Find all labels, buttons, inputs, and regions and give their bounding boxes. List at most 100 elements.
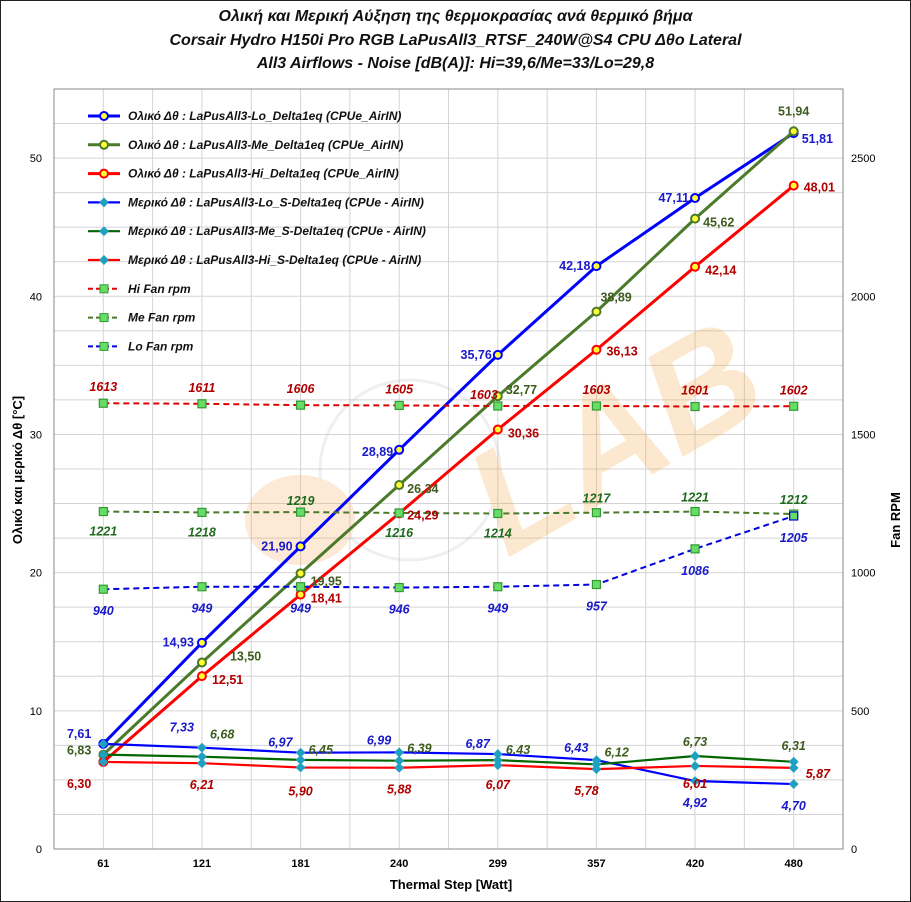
y2-tick-label: 2000	[851, 291, 875, 303]
data-label: 6,21	[190, 778, 214, 792]
data-label: 1214	[484, 526, 512, 540]
data-label: 6,83	[67, 744, 91, 758]
data-point-circle	[295, 541, 306, 552]
data-label: 1218	[188, 525, 216, 539]
series-line-0	[102, 131, 795, 745]
data-point-square	[591, 579, 602, 590]
data-label: 4,92	[682, 796, 707, 810]
data-point-diamond	[591, 764, 602, 775]
data-label: 1221	[681, 491, 709, 505]
data-point-diamond	[394, 747, 405, 758]
data-label: 1605	[385, 382, 414, 396]
data-label: 30,36	[508, 426, 539, 440]
series-line-3	[103, 742, 794, 786]
data-label: 6,39	[407, 742, 431, 756]
legend-entry-label: Hi Fan rpm	[128, 282, 191, 296]
data-point-diamond	[492, 755, 503, 766]
x-tick-label: 420	[686, 858, 704, 870]
data-label: 28,89	[362, 445, 393, 459]
data-label: 51,81	[802, 132, 833, 146]
data-point-square	[197, 507, 207, 517]
data-point-diamond	[98, 749, 109, 760]
data-label: 12,51	[212, 673, 243, 687]
data-label: 35,76	[461, 348, 492, 362]
data-point-diamond	[492, 760, 503, 771]
data-label: 6,99	[367, 733, 391, 747]
data-label: 51,94	[778, 104, 809, 118]
data-label: 24,29	[407, 508, 438, 522]
legend-entry-label: Ολικό Δθ : LaPusAll3-Me_Delta1eq (CPUe_A…	[128, 138, 403, 152]
data-point-square	[394, 400, 404, 411]
series-line-5	[103, 760, 794, 771]
data-point-square	[591, 401, 602, 411]
legend-marker	[99, 341, 109, 351]
data-point-square	[690, 506, 700, 517]
data-label: 6,01	[683, 777, 707, 791]
data-label: 14,93	[163, 636, 194, 650]
x-tick-label: 61	[97, 858, 109, 870]
data-label: 6,30	[67, 777, 91, 791]
data-point-square	[789, 511, 799, 521]
data-label: 1219	[287, 494, 315, 508]
data-label: 5,90	[288, 784, 312, 798]
legend-marker	[99, 197, 109, 208]
plot-area-border	[53, 88, 844, 850]
data-point-circle	[591, 344, 602, 355]
chart-title-line-1: Ολική και Μερική Αύξηση της θερμοκρασίας…	[218, 8, 693, 25]
data-point-square	[98, 506, 108, 517]
x-tick-label: 181	[291, 858, 309, 870]
chart-title-line-2: Corsair Hydro H150i Pro RGB LaPusAll3_RT…	[169, 32, 742, 49]
data-point-square	[98, 584, 108, 594]
legend-entry-label: Lo Fan rpm	[128, 339, 194, 353]
legend-marker	[99, 255, 109, 265]
data-label: 1217	[583, 492, 612, 506]
data-point-diamond	[98, 756, 109, 767]
data-label: 1601	[681, 384, 709, 398]
data-point-square	[493, 582, 503, 592]
series-line-2	[102, 184, 795, 764]
data-label: 36,13	[606, 345, 637, 359]
data-label: 6,45	[309, 743, 334, 757]
data-label: 1602	[780, 383, 808, 397]
legend-marker	[99, 284, 109, 294]
data-label: 7,61	[67, 727, 91, 741]
data-point-circle	[295, 589, 306, 600]
legend-entry-label: Ολικό Δθ : LaPusAll3-Lo_Delta1eq (CPUe_A…	[128, 109, 401, 123]
data-point-square	[295, 400, 306, 410]
data-point-square	[394, 582, 404, 593]
data-label: 6,07	[486, 778, 511, 792]
series-line-6	[103, 402, 794, 408]
data-label: 6,87	[465, 737, 490, 751]
data-label: 19,95	[311, 574, 342, 588]
x-axis-title: Thermal Step [Watt]	[390, 877, 512, 892]
series-layer	[98, 126, 799, 790]
data-label: 6,43	[564, 741, 588, 755]
data-label: 1216	[385, 526, 414, 540]
data-point-square	[493, 508, 503, 519]
legend-entry-label: Μερικό Δθ : LaPusAll3-Hi_S-Delta1eq (CPU…	[128, 253, 421, 267]
data-point-circle	[591, 261, 602, 272]
legend-marker	[99, 226, 109, 237]
data-point-circle	[394, 444, 405, 455]
data-point-diamond	[690, 761, 701, 771]
legend-entry-label: Μερικό Δθ : LaPusAll3-Lo_S-Delta1eq (CPU…	[128, 195, 424, 209]
data-point-square	[295, 507, 306, 517]
data-label: 940	[93, 604, 114, 618]
legend: Ολικό Δθ : LaPusAll3-Lo_Delta1eq (CPUe_A…	[88, 109, 426, 353]
data-point-diamond	[788, 756, 799, 767]
legend-entry-label: Μερικό Δθ : LaPusAll3-Me_S-Delta1eq (CPU…	[128, 224, 426, 238]
data-label: 32,77	[506, 383, 537, 397]
legend-marker	[99, 313, 109, 323]
y2-tick-label: 1000	[851, 568, 875, 580]
data-point-circle	[492, 391, 503, 402]
data-point-circle	[196, 657, 207, 668]
data-label: 18,41	[311, 592, 342, 606]
data-point-diamond	[788, 762, 799, 773]
data-label: 1205	[780, 531, 809, 545]
data-point-circle	[492, 424, 503, 435]
data-point-diamond	[690, 776, 701, 786]
data-label: 42,18	[559, 259, 590, 273]
data-point-circle	[196, 637, 207, 648]
data-point-diamond	[295, 754, 306, 765]
y2-tick-label: 1500	[851, 429, 875, 441]
